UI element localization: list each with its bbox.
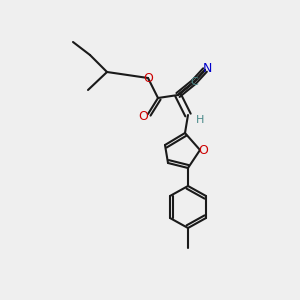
Text: O: O: [198, 143, 208, 157]
Text: C: C: [190, 77, 198, 87]
Text: N: N: [202, 61, 212, 74]
Text: O: O: [138, 110, 148, 124]
Text: H: H: [196, 115, 204, 125]
Text: O: O: [143, 71, 153, 85]
